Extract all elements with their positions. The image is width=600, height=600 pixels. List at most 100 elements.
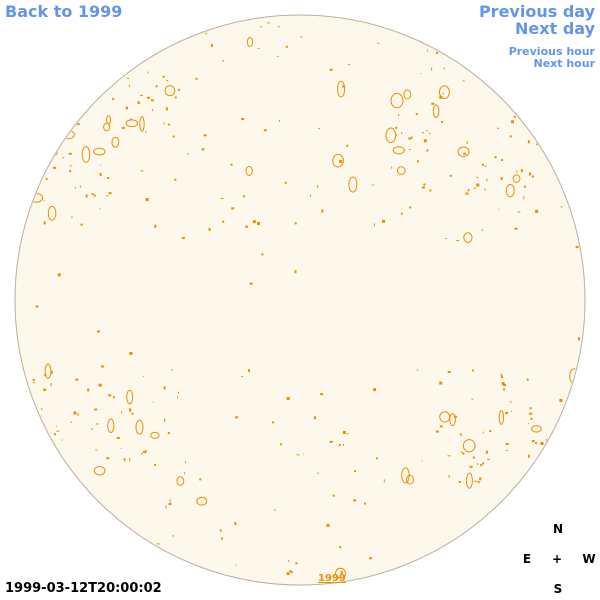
- compass-north: N: [552, 522, 564, 536]
- speck: [510, 400, 512, 403]
- speck: [318, 128, 321, 130]
- speck: [146, 96, 150, 99]
- speck: [140, 170, 144, 172]
- speck: [177, 391, 179, 394]
- speck: [100, 365, 104, 368]
- speck: [317, 472, 320, 474]
- speck: [529, 412, 533, 415]
- speck: [248, 369, 251, 373]
- speck: [456, 240, 460, 242]
- speck: [126, 389, 134, 405]
- speck: [391, 166, 393, 169]
- speck: [166, 80, 169, 82]
- speck: [516, 170, 518, 173]
- speck: [274, 509, 276, 512]
- speck: [550, 440, 553, 444]
- speck: [487, 458, 491, 460]
- next-hour-link[interactable]: Next hour: [533, 57, 596, 70]
- speck: [35, 305, 39, 308]
- speck: [531, 175, 534, 178]
- speck: [443, 67, 445, 70]
- speck: [458, 480, 461, 483]
- speck: [234, 522, 237, 526]
- speck: [442, 92, 444, 95]
- speck: [531, 440, 535, 443]
- previous-hour-link[interactable]: Previous hour: [508, 45, 595, 58]
- speck: [505, 411, 509, 414]
- speck: [41, 407, 43, 410]
- speck: [125, 106, 128, 110]
- speck: [177, 88, 180, 91]
- speck: [431, 102, 435, 105]
- speck: [578, 337, 581, 341]
- speck: [172, 535, 175, 537]
- speck: [152, 109, 154, 112]
- speck: [289, 570, 292, 573]
- speck: [423, 139, 427, 143]
- speck: [152, 401, 154, 403]
- speck: [80, 223, 83, 226]
- speck: [463, 232, 473, 243]
- speck: [401, 132, 403, 135]
- speck: [449, 174, 452, 177]
- speck: [415, 113, 418, 116]
- timestamp: 1999-03-12T20:00:02: [5, 581, 162, 596]
- speck: [377, 42, 380, 44]
- speck: [501, 382, 505, 386]
- speck: [123, 458, 126, 461]
- speck: [459, 433, 462, 436]
- speck: [460, 451, 463, 453]
- speck: [27, 424, 29, 427]
- speck: [447, 455, 451, 457]
- speck: [346, 433, 349, 435]
- speck: [479, 477, 482, 481]
- speck: [98, 383, 102, 387]
- speck: [435, 430, 439, 433]
- speck: [406, 474, 415, 485]
- speck: [575, 246, 579, 249]
- speck: [482, 431, 484, 434]
- speck: [129, 118, 132, 120]
- speck: [382, 219, 386, 223]
- speck: [167, 123, 170, 126]
- speck: [432, 104, 440, 119]
- speck: [230, 163, 233, 166]
- speck: [139, 94, 143, 96]
- speck: [348, 64, 351, 66]
- speck: [529, 407, 532, 410]
- speck: [346, 144, 349, 147]
- speck: [474, 480, 478, 482]
- speck: [520, 169, 523, 173]
- solar-disk: [14, 14, 586, 586]
- speck: [390, 92, 404, 109]
- speck: [466, 140, 468, 144]
- speck: [481, 163, 484, 166]
- speck: [241, 376, 244, 378]
- speck: [124, 460, 126, 462]
- back-link[interactable]: Back to 1999: [5, 2, 123, 21]
- speck: [169, 499, 171, 503]
- year-link[interactable]: 1999: [318, 573, 346, 584]
- speck: [441, 120, 444, 123]
- next-day-link[interactable]: Next day: [515, 19, 595, 38]
- previous-day-link[interactable]: Previous day: [478, 2, 595, 21]
- speck: [245, 225, 249, 228]
- speck: [70, 216, 73, 218]
- speck: [408, 137, 412, 140]
- speck: [527, 454, 530, 458]
- speck: [445, 238, 448, 240]
- speck: [342, 430, 346, 434]
- speck: [279, 120, 281, 123]
- speck: [164, 85, 176, 97]
- speck: [163, 386, 166, 390]
- speck: [112, 97, 115, 100]
- speck: [242, 195, 245, 198]
- speck: [431, 67, 433, 71]
- speck: [53, 433, 56, 436]
- speck: [342, 85, 346, 88]
- speck: [121, 126, 125, 129]
- speck: [476, 462, 478, 465]
- speck: [368, 557, 372, 560]
- speck: [471, 398, 474, 400]
- speck: [512, 174, 521, 183]
